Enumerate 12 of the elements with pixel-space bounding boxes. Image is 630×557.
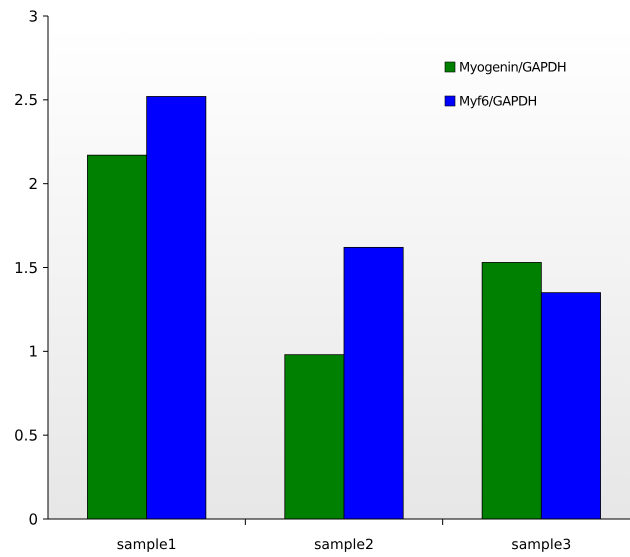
y-tick-label: 3: [28, 7, 38, 26]
x-tick-label: sample3: [511, 537, 572, 553]
y-tick-label: 1.5: [14, 258, 38, 277]
y-tick-label: 0.5: [14, 426, 38, 444]
y-tick-label: 1: [28, 342, 38, 361]
y-tick-label: 2.5: [14, 91, 38, 110]
legend-label: Myf6/GAPDH: [459, 94, 537, 110]
x-tick-label: sample2: [314, 537, 374, 553]
y-tick-label: 0: [28, 510, 38, 528]
y-tick-label: 2: [28, 174, 38, 193]
x-tick-label: sample1: [116, 537, 177, 553]
legend-label: Myogenin/GAPDH: [459, 60, 566, 76]
